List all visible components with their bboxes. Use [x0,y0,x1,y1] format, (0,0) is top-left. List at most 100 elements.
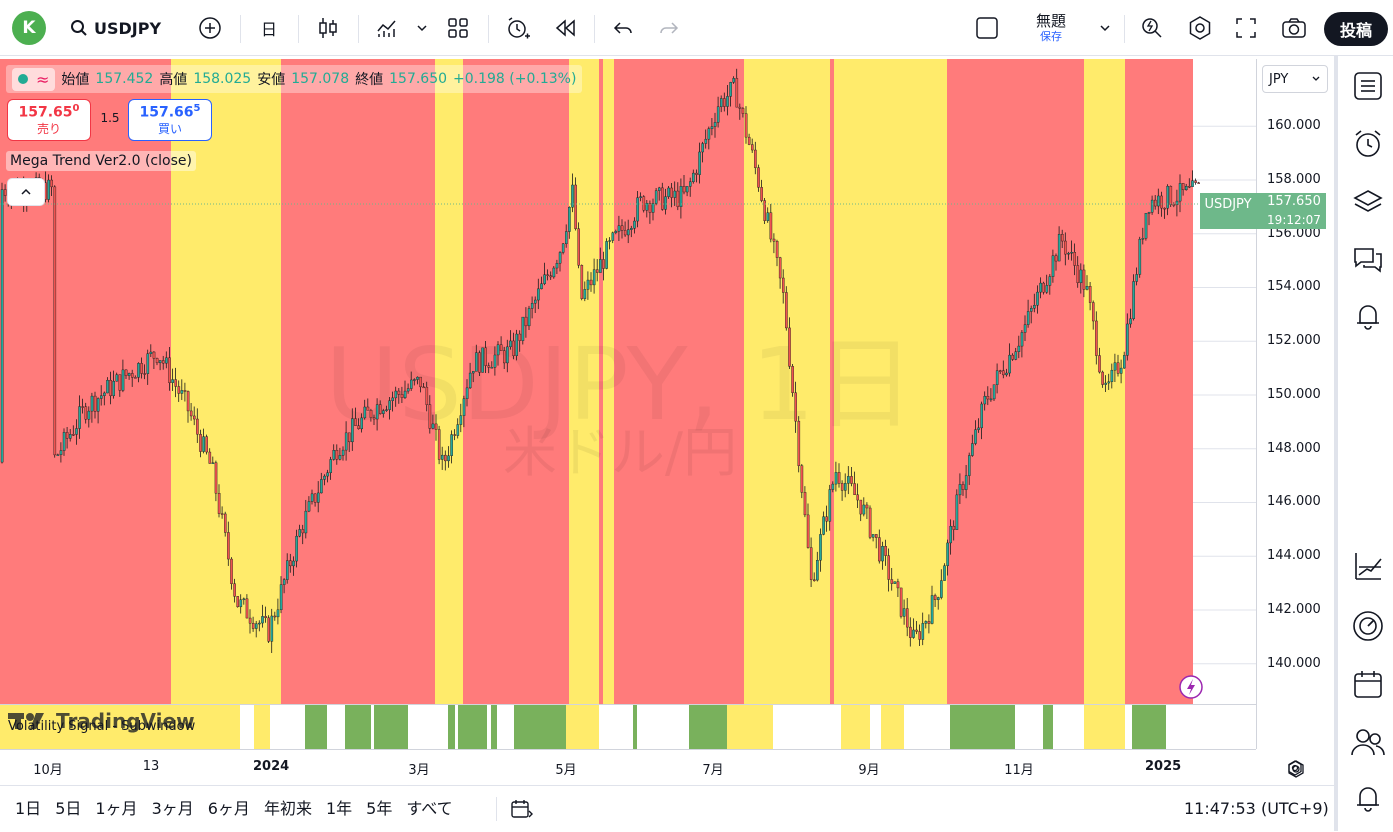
buy-button[interactable]: 157.665 買い [128,99,212,141]
ideas-button[interactable] [1350,608,1386,644]
range-button[interactable]: 1日 [15,799,42,818]
settings-hex-icon [1288,760,1302,776]
chart-type-button[interactable] [310,0,346,56]
candle-body [481,347,484,373]
notifications-button[interactable] [1350,298,1386,334]
candle-body [605,241,608,269]
range-button[interactable]: 5年 [366,799,393,818]
volatility-subwindow[interactable]: TradingView Volatility Signal - Subwindo… [0,704,1256,749]
compare-symbol-button[interactable] [192,0,228,56]
candle-body [766,212,770,221]
fullscreen-toggle-button[interactable] [968,0,1006,56]
price-tag-value: 157.650 [1267,194,1321,209]
candle-body [155,358,159,364]
indicators-button[interactable] [370,0,404,56]
candle-body [738,106,742,109]
candle-body [1085,286,1089,290]
candle-body [729,82,732,97]
candle-body [403,390,407,398]
price-chart[interactable]: USDJPY, 1日 米ドル/円 [0,59,1256,704]
clock-timezone[interactable]: 11:47:53 (UTC+9) [1184,799,1329,818]
price-tick-label: 146.000 [1267,494,1321,510]
fullscreen-button[interactable] [1228,0,1264,56]
range-button[interactable]: 1ヶ月 [95,799,138,818]
range-button[interactable]: 6ヶ月 [207,799,250,818]
main-chart-pane[interactable]: USDJPY, 1日 米ドル/円 ≈ 始値 157.452 高値 158.025 安… [0,59,1256,704]
candle-body [220,513,224,515]
trading-panel-button[interactable] [1350,548,1386,584]
candle-body [791,366,794,393]
quick-search-button[interactable] [1134,0,1170,56]
snapshot-button[interactable] [1276,0,1312,56]
candle-body [561,243,565,253]
candle-body [462,398,466,416]
interval-button[interactable]: 日 [260,20,277,39]
range-button[interactable]: 3ヶ月 [151,799,194,818]
candle-body [974,429,977,444]
range-button[interactable]: すべて [406,799,453,818]
candle-body [320,479,323,494]
price-scale[interactable]: JPY 160.000 158.000 156.000 154.000 152.000 1… [1256,59,1334,778]
symbol-search-button[interactable]: USDJPY [70,0,170,56]
volatility-signal-block [0,705,171,749]
alerts-button[interactable] [1350,126,1386,162]
collapse-legend-button[interactable] [8,179,44,205]
chevron-up-icon [21,188,31,195]
user-avatar[interactable]: K [12,11,46,45]
undo-button[interactable] [606,0,640,56]
candle-body [363,406,367,419]
candle-body [1107,381,1111,384]
redo-button[interactable] [652,0,686,56]
visibility-toggle[interactable]: ≈ [12,67,56,91]
indicators-dropdown[interactable] [412,0,432,56]
candle-body [546,274,549,276]
volatility-signal-block [514,705,566,749]
calendar-button[interactable] [1350,666,1386,702]
date-range-button[interactable] [508,796,536,822]
alert-button[interactable] [500,0,536,56]
candle-body [450,434,453,456]
calendar-range-icon [511,800,533,818]
candle-body [503,350,506,364]
range-button[interactable]: 年初来 [263,799,312,818]
bottom-notifications-button[interactable] [1350,780,1386,816]
candle-body [313,493,317,503]
price-tick-label: 150.000 [1267,386,1321,402]
indicator-label[interactable]: Mega Trend Ver2.0 (close) [6,151,196,171]
time-axis-label: 13 [142,759,160,774]
volatility-signal-block [171,705,240,749]
candle-body [199,434,202,452]
range-button[interactable]: 1年 [325,799,353,818]
candle-body [496,344,500,356]
settings-button[interactable] [1182,0,1218,56]
time-axis-settings-button[interactable] [1284,757,1306,779]
replay-button[interactable] [548,0,584,56]
candle-body [853,483,856,495]
candle-body [1026,311,1030,325]
time-axis[interactable]: 10月 13 2024 3月 5月 7月 9月 11月 2025 [0,749,1256,785]
candle-body [744,113,748,138]
chats-button[interactable] [1350,242,1386,278]
price-tick-label: 152.000 [1267,333,1321,349]
candle-body [137,363,140,378]
layout-dropdown[interactable] [1094,0,1116,56]
post-button[interactable]: 投稿 [1324,12,1388,46]
layout-button[interactable] [440,0,476,56]
community-button[interactable] [1350,724,1386,760]
lightning-badge[interactable] [1179,675,1203,699]
subwindow-label: Volatility Signal - Subwindow [8,719,196,734]
candle-body [428,404,432,429]
candle-body [1157,195,1160,207]
candle-body [1079,269,1083,284]
layout-name-button[interactable]: 無題 保存 [1018,0,1084,56]
candle-body [630,228,633,230]
currency-select[interactable]: JPY [1262,65,1328,93]
sell-button[interactable]: 157.650 売り [7,99,91,141]
candle-body [75,428,78,435]
object-tree-button[interactable] [1350,184,1386,220]
candle-body [887,555,890,580]
range-button[interactable]: 5日 [55,799,82,818]
candle-body [68,434,72,439]
candle-body [673,190,677,198]
watchlist-button[interactable] [1350,68,1386,104]
